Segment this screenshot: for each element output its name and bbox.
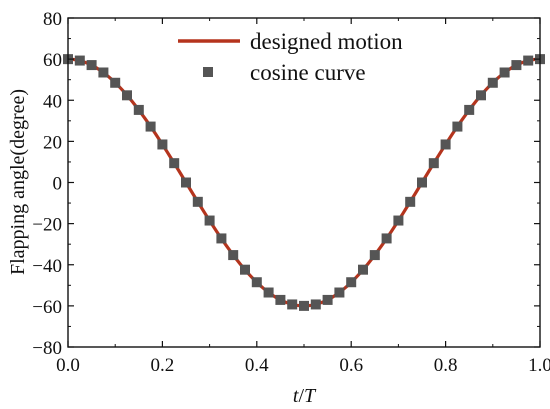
x-axis-label: t/T — [293, 385, 317, 407]
legend: designed motion cosine curve — [178, 29, 403, 85]
data-point-cosine-curve — [487, 77, 498, 88]
data-point-cosine-curve — [110, 77, 121, 88]
data-point-cosine-curve — [299, 300, 309, 311]
legend-label-designed-motion: designed motion — [250, 29, 403, 54]
data-point-cosine-curve — [204, 215, 215, 226]
data-point-cosine-curve — [216, 233, 227, 244]
data-point-cosine-curve — [157, 139, 168, 150]
data-point-cosine-curve — [440, 139, 451, 150]
y-tick-label: −60 — [32, 297, 62, 318]
data-point-cosine-curve — [499, 67, 510, 78]
data-point-cosine-curve — [346, 277, 357, 288]
y-axis-label: Flapping angle(degree) — [7, 89, 29, 275]
data-point-cosine-curve — [476, 90, 486, 101]
y-tick-label: 20 — [43, 132, 62, 153]
data-point-cosine-curve — [511, 60, 522, 71]
x-tick-label: 0.0 — [56, 355, 80, 376]
data-point-cosine-curve — [192, 196, 203, 207]
data-point-cosine-curve — [428, 158, 439, 169]
x-axis-label-t: t — [293, 385, 299, 407]
data-point-cosine-curve — [74, 55, 85, 66]
data-point-cosine-curve — [228, 250, 239, 261]
legend-marker-swatch — [203, 67, 213, 77]
data-point-cosine-curve — [181, 177, 191, 188]
data-point-cosine-curve — [358, 264, 368, 275]
legend-label-cosine-curve: cosine curve — [250, 60, 366, 85]
data-point-cosine-curve — [464, 104, 475, 115]
data-point-cosine-curve — [523, 55, 534, 66]
data-point-cosine-curve — [169, 158, 180, 169]
x-tick-label: 0.8 — [434, 355, 458, 376]
y-tick-label: 80 — [43, 9, 62, 30]
data-point-cosine-curve — [452, 121, 463, 132]
data-point-cosine-curve — [310, 299, 321, 310]
data-point-cosine-curve — [334, 287, 345, 298]
x-tick-label: 0.6 — [339, 355, 363, 376]
data-point-cosine-curve — [405, 196, 416, 207]
data-point-cosine-curve — [122, 90, 132, 101]
x-axis-label-T: T — [304, 385, 317, 407]
y-tick-label: 0 — [53, 174, 63, 195]
x-tick-label: 0.4 — [245, 355, 269, 376]
x-axis-label-slash: / — [298, 385, 304, 407]
y-tick-label: −80 — [32, 338, 62, 359]
data-point-cosine-curve — [393, 215, 404, 226]
data-point-cosine-curve — [145, 121, 156, 132]
data-point-cosine-curve — [251, 277, 262, 288]
x-tick-label: 0.2 — [151, 355, 175, 376]
data-point-cosine-curve — [98, 67, 109, 78]
data-point-cosine-curve — [287, 299, 298, 310]
data-point-cosine-curve — [417, 177, 427, 188]
y-tick-label: 40 — [43, 91, 62, 112]
data-point-cosine-curve — [322, 294, 333, 305]
data-point-cosine-curve — [86, 60, 97, 71]
data-point-cosine-curve — [275, 294, 286, 305]
data-point-cosine-curve — [369, 250, 380, 261]
data-point-cosine-curve — [381, 233, 392, 244]
y-tick-label: −20 — [32, 215, 62, 236]
data-point-cosine-curve — [263, 287, 274, 298]
y-tick-label: −40 — [32, 256, 62, 277]
series-line-designed-motion — [67, 57, 541, 308]
x-tick-label: 1.0 — [528, 355, 550, 376]
data-point-cosine-curve — [133, 104, 144, 115]
data-point-cosine-curve — [240, 264, 250, 275]
y-tick-label: 60 — [43, 50, 62, 71]
